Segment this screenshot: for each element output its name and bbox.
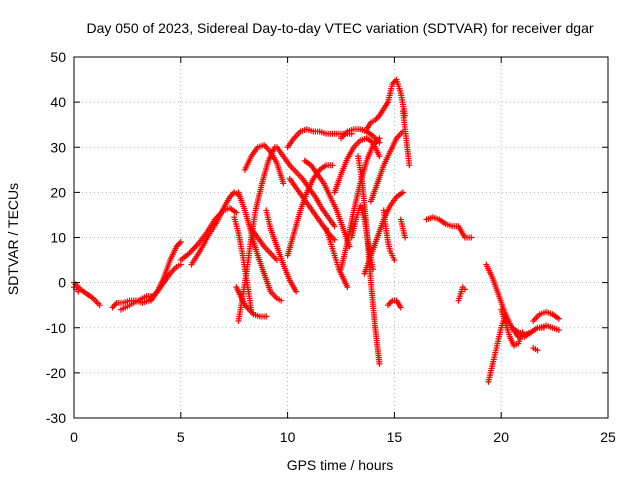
y-tick-label: 10 [50, 230, 66, 246]
data-point-marker [402, 234, 409, 241]
series-arc-05 [147, 239, 184, 304]
series-arc-30 [384, 76, 409, 119]
y-tick-label: 40 [50, 94, 66, 110]
series-arc-32 [397, 216, 409, 241]
series-arc-14 [273, 144, 338, 230]
y-tick-label: -30 [46, 410, 66, 426]
data-point-marker [293, 288, 300, 295]
data-point-marker [468, 234, 475, 241]
data-point-marker [461, 286, 468, 293]
series-arc-40 [530, 308, 562, 324]
series-arc-12 [235, 189, 285, 304]
x-tick-label: 10 [280, 429, 296, 445]
x-tick-label: 20 [493, 429, 509, 445]
grid-lines [74, 57, 608, 418]
data-point-marker [329, 162, 336, 169]
data-point-marker [233, 209, 240, 216]
axis-ticks: -30 -20 -10 0 10 20 30 40 50 0 5 10 15 20 25 [46, 49, 616, 445]
series-arc-20 [323, 225, 351, 291]
data-point-marker [344, 284, 351, 291]
series-arc-22 [331, 135, 383, 196]
series-arc-27 [367, 128, 406, 205]
series-arc-19 [301, 157, 353, 250]
series-arc-33 [384, 297, 404, 311]
data-points [71, 76, 562, 385]
series-arc-16 [284, 162, 336, 259]
data-point-marker [331, 223, 338, 230]
data-point-marker [376, 360, 383, 367]
data-point-marker [399, 189, 406, 196]
series-arc-28 [380, 207, 398, 264]
data-point-marker [534, 347, 541, 354]
data-point-marker [96, 302, 103, 309]
y-tick-label: -20 [46, 365, 66, 381]
y-tick-label: -10 [46, 320, 66, 336]
x-axis-label: GPS time / hours [287, 457, 394, 473]
series-arc-34 [423, 214, 475, 241]
series-arc-07 [188, 189, 242, 268]
y-tick-label: 30 [50, 139, 66, 155]
data-point-marker [406, 162, 413, 169]
series-arc-42 [530, 345, 541, 354]
data-point-marker [263, 313, 270, 320]
data-point-marker [391, 257, 398, 264]
series-arc-31 [399, 108, 413, 169]
data-point-marker [376, 153, 383, 160]
y-tick-label: 0 [58, 275, 66, 291]
y-tick-label: 50 [50, 49, 66, 65]
data-point-marker [370, 266, 377, 273]
series-arc-41 [536, 322, 562, 334]
x-tick-label: 0 [70, 429, 78, 445]
data-point-marker [75, 288, 82, 295]
y-axis-label: SDTVAR / TECUs [5, 183, 21, 295]
data-point-marker [397, 304, 404, 311]
data-point-marker [555, 327, 562, 334]
y-tick-label: 20 [50, 184, 66, 200]
data-point-marker [376, 139, 383, 146]
series-arc-23 [338, 126, 383, 146]
data-point-marker [278, 297, 285, 304]
x-tick-label: 5 [177, 429, 185, 445]
x-tick-label: 25 [600, 429, 616, 445]
chart-title: Day 050 of 2023, Sidereal Day-to-day VTE… [86, 20, 593, 36]
data-point-marker [555, 315, 562, 322]
data-point-marker [177, 239, 184, 246]
x-tick-label: 15 [387, 429, 403, 445]
data-point-marker [280, 180, 287, 187]
series-arc-11 [241, 141, 287, 187]
series-arc-35 [455, 284, 468, 304]
series-arc-15 [263, 207, 300, 295]
series-arc-01 [71, 279, 103, 309]
